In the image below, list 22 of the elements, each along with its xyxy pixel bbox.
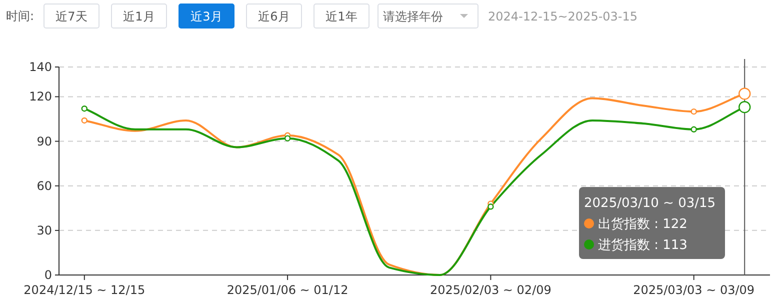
point [690,108,697,115]
point [81,117,88,124]
x-tick-label: 2025/03/03 ~ 03/09 [633,283,755,297]
annotation: 2025/03/10 ~ 03/15 [584,196,716,211]
y-tick-label: 140 [29,60,52,74]
y-tick-label: 0 [44,268,52,282]
y-tick-label: 120 [29,90,52,104]
x-tick-label: 2025/01/06 ~ 01/12 [226,283,348,297]
point [81,106,88,112]
point [488,204,494,210]
annotation: 进货指数 : 113 [598,238,688,253]
tooltip: 2025/03/10 ~ 03/15 出货指数 : 122 进货指数 : 113 [579,187,725,259]
y-tick-label: 30 [36,223,52,238]
y-tick-label: 90 [36,134,52,148]
x-tick-label: 2024/12/15 ~ 12/15 [24,283,146,297]
chart-subtitle: 2024-12-15~2025-03-15 [488,10,638,24]
annotation: 出货指数 : 122 [598,217,688,232]
point [690,126,697,132]
y-tick-label: 60 [36,178,52,193]
toolbar: 时间: 近7天 近1月 近3月 近6月 近1年 请选择年份 [6,4,478,28]
x-tick-label: 2025/02/03 ~ 02/09 [430,283,552,297]
point [284,135,291,142]
